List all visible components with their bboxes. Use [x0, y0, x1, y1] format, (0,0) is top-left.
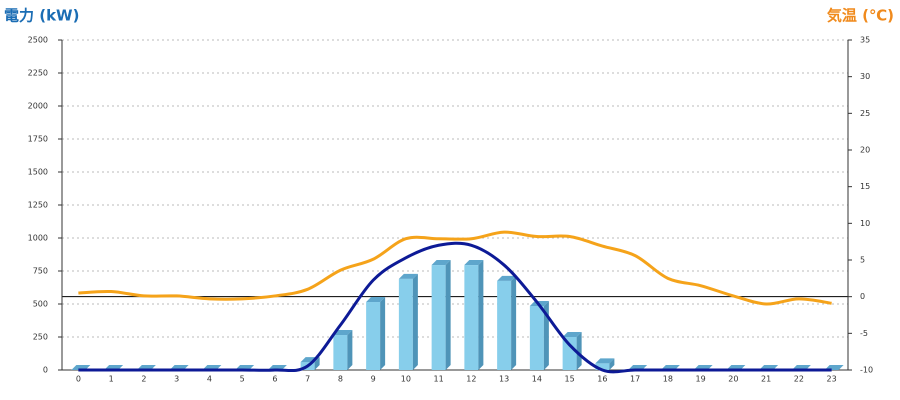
x-tick-label: 11 — [434, 375, 444, 384]
bar-top — [333, 330, 353, 336]
x-tick-label: 23 — [827, 375, 837, 384]
x-tick-label: 18 — [663, 375, 673, 384]
bar-top — [497, 275, 517, 281]
bar-front — [431, 265, 446, 370]
bar-side — [609, 358, 615, 370]
bar-top — [464, 260, 484, 266]
y-tick-label: 2500 — [28, 36, 48, 45]
y2-tick-label: 20 — [860, 146, 870, 155]
bar-front — [333, 335, 348, 370]
x-tick-label: 19 — [696, 375, 706, 384]
x-tick-label: 6 — [272, 375, 277, 384]
bar-side — [511, 275, 517, 370]
y2-tick-label: -10 — [860, 366, 873, 375]
y-tick-label: 1750 — [28, 135, 48, 144]
y-tick-label: 1250 — [28, 201, 48, 210]
y2-tick-label: 15 — [860, 182, 870, 191]
bar-top — [431, 260, 451, 266]
y2-tick-label: 5 — [860, 256, 865, 265]
x-tick-label: 13 — [499, 375, 509, 384]
y-axis-title: 電力 (kW) — [4, 7, 79, 25]
bar-side — [478, 260, 484, 370]
bar-side — [445, 260, 451, 370]
bar-side — [347, 330, 353, 370]
y2-tick-label: 35 — [860, 36, 870, 45]
x-tick-label: 12 — [466, 375, 476, 384]
x-tick-label: 7 — [305, 375, 310, 384]
x-tick-label: 1 — [109, 375, 114, 384]
x-tick-label: 10 — [401, 375, 411, 384]
x-tick-label: 9 — [371, 375, 376, 384]
y2-tick-label: 30 — [860, 72, 870, 81]
x-tick-label: 8 — [338, 375, 343, 384]
bar-top — [562, 332, 582, 337]
bar-side — [314, 357, 320, 370]
x-tick-label: 22 — [794, 375, 804, 384]
bar-front — [464, 265, 479, 370]
bar-front — [398, 278, 413, 370]
x-tick-label: 14 — [532, 375, 542, 384]
bar — [595, 358, 615, 370]
bar-front — [595, 363, 610, 370]
y2-axis-title: 気温 (℃) — [827, 7, 894, 25]
bar — [497, 275, 517, 370]
x-tick-label: 15 — [565, 375, 575, 384]
bar-top — [595, 358, 615, 364]
bar — [366, 297, 386, 370]
y2-tick-label: -5 — [860, 329, 868, 338]
bar-front — [529, 305, 544, 370]
y-tick-label: 0 — [43, 366, 48, 375]
y2-tick-label: 10 — [860, 219, 870, 228]
x-tick-label: 17 — [630, 375, 640, 384]
bar — [562, 332, 582, 370]
bar — [431, 260, 451, 370]
y-tick-label: 2250 — [28, 69, 48, 78]
bar-top — [398, 273, 418, 279]
y-tick-label: 1000 — [28, 234, 48, 243]
y2-tick-label: 25 — [860, 109, 870, 118]
x-tick-label: 3 — [174, 375, 179, 384]
power-line — [78, 241, 832, 374]
x-tick-label: 5 — [240, 375, 245, 384]
x-tick-label: 20 — [728, 375, 738, 384]
y-tick-label: 1500 — [28, 168, 48, 177]
bar-top — [366, 297, 386, 303]
y2-tick-label: 0 — [860, 292, 865, 301]
x-tick-label: 21 — [761, 375, 771, 384]
x-tick-label: 2 — [141, 375, 146, 384]
bar-front — [497, 280, 512, 370]
x-tick-label: 16 — [597, 375, 607, 384]
bar — [398, 273, 418, 370]
bar — [464, 260, 484, 370]
bar-front — [366, 302, 381, 370]
temperature-line — [78, 230, 832, 306]
y-tick-label: 750 — [33, 267, 48, 276]
y-tick-label: 2000 — [28, 102, 48, 111]
y-tick-label: 500 — [33, 300, 48, 309]
bar-side — [576, 332, 582, 370]
x-tick-label: 0 — [76, 375, 81, 384]
bar-front — [562, 337, 577, 370]
bar — [333, 330, 353, 370]
bar — [529, 300, 549, 370]
bar-side — [412, 273, 418, 370]
y-tick-label: 250 — [33, 333, 48, 342]
x-tick-label: 4 — [207, 375, 212, 384]
bar-side — [380, 297, 386, 370]
